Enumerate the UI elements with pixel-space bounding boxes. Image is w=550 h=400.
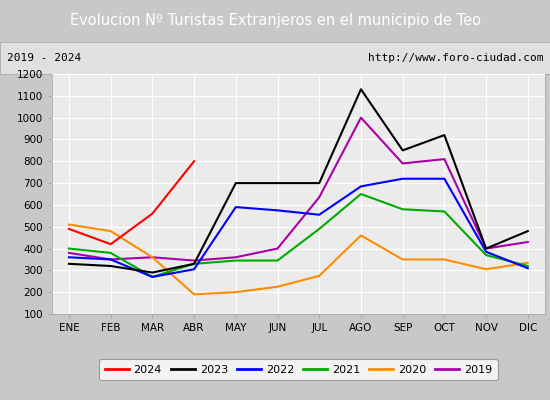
- 2020: [191, 292, 197, 297]
- 2021: [358, 192, 364, 196]
- Line: 2019: 2019: [69, 118, 528, 260]
- 2023: [233, 181, 239, 186]
- 2019: [149, 255, 156, 260]
- Line: 2022: 2022: [69, 179, 528, 277]
- 2022: [399, 176, 406, 181]
- 2020: [65, 222, 72, 227]
- 2023: [316, 181, 322, 186]
- Line: 2021: 2021: [69, 194, 528, 277]
- 2019: [441, 157, 448, 162]
- 2024: [65, 226, 72, 231]
- 2021: [107, 250, 114, 255]
- 2019: [316, 195, 322, 200]
- 2023: [358, 87, 364, 92]
- 2022: [316, 212, 322, 217]
- 2019: [233, 255, 239, 260]
- 2023: [149, 270, 156, 275]
- 2020: [399, 257, 406, 262]
- 2023: [525, 229, 531, 234]
- 2020: [358, 233, 364, 238]
- 2020: [233, 290, 239, 294]
- Text: Evolucion Nº Turistas Extranjeros en el municipio de Teo: Evolucion Nº Turistas Extranjeros en el …: [69, 14, 481, 28]
- 2019: [525, 240, 531, 244]
- 2019: [107, 257, 114, 262]
- 2022: [525, 266, 531, 270]
- 2020: [107, 229, 114, 234]
- 2021: [483, 253, 490, 258]
- 2023: [65, 262, 72, 266]
- 2022: [441, 176, 448, 181]
- Line: 2024: 2024: [69, 161, 194, 244]
- 2019: [65, 250, 72, 255]
- 2023: [107, 264, 114, 268]
- 2023: [399, 148, 406, 153]
- Legend: 2024, 2023, 2022, 2021, 2020, 2019: 2024, 2023, 2022, 2021, 2020, 2019: [99, 359, 498, 380]
- 2021: [233, 258, 239, 263]
- 2019: [274, 246, 281, 251]
- 2021: [525, 264, 531, 268]
- 2022: [191, 267, 197, 272]
- 2019: [191, 258, 197, 263]
- 2023: [483, 246, 490, 251]
- 2023: [274, 181, 281, 186]
- 2022: [149, 274, 156, 279]
- 2020: [525, 260, 531, 265]
- 2021: [191, 262, 197, 266]
- Line: 2023: 2023: [69, 89, 528, 272]
- 2019: [399, 161, 406, 166]
- 2021: [399, 207, 406, 212]
- Line: 2020: 2020: [69, 224, 528, 294]
- 2023: [441, 133, 448, 138]
- 2021: [274, 258, 281, 263]
- Text: http://www.foro-ciudad.com: http://www.foro-ciudad.com: [368, 53, 543, 63]
- 2020: [483, 267, 490, 272]
- 2020: [274, 284, 281, 289]
- 2021: [316, 226, 322, 231]
- 2021: [441, 209, 448, 214]
- 2022: [233, 205, 239, 210]
- 2024: [149, 211, 156, 216]
- 2020: [149, 255, 156, 260]
- 2022: [358, 184, 364, 189]
- 2020: [316, 274, 322, 278]
- 2024: [191, 159, 197, 164]
- 2022: [65, 255, 72, 260]
- 2019: [358, 115, 364, 120]
- 2021: [65, 246, 72, 251]
- 2020: [441, 257, 448, 262]
- 2021: [149, 274, 156, 279]
- 2022: [274, 208, 281, 213]
- Text: 2019 - 2024: 2019 - 2024: [7, 53, 81, 63]
- 2022: [483, 250, 490, 254]
- 2024: [107, 242, 114, 246]
- 2019: [483, 246, 490, 251]
- 2023: [191, 262, 197, 266]
- 2022: [107, 257, 114, 262]
